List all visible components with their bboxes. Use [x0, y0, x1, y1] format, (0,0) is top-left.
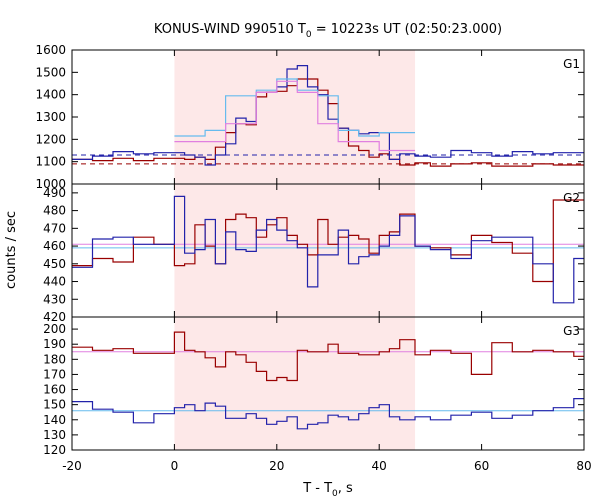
y-tick-label-2-170: 170: [43, 367, 66, 381]
y-tick-label-1-460: 460: [43, 239, 66, 253]
y-tick-label-0-1600: 1600: [35, 43, 66, 57]
series-g2-blue: [72, 195, 584, 304]
y-tick-label-2-130: 130: [43, 428, 66, 442]
y-tick-label-1-480: 480: [43, 204, 66, 218]
x-tick-label-20: 20: [269, 459, 284, 473]
panel-label-g3: G3: [563, 324, 580, 338]
panel-g2: 420 430 440 450 460 470 480 490 G2: [43, 183, 585, 324]
series-g3-blue: [72, 398, 584, 430]
y-tick-label-2-180: 180: [43, 352, 66, 366]
x-axis-label: T - T0, s: [302, 481, 353, 499]
y-tick-label-2-140: 140: [43, 413, 66, 427]
y-tick-label-1-430: 430: [43, 292, 66, 306]
y-tick-label-0-1300: 1300: [35, 110, 66, 124]
y-tick-label-1-470: 470: [43, 221, 66, 235]
y-tick-label-2-200: 200: [43, 322, 66, 336]
shaded-interval: [174, 50, 416, 450]
y-tick-label-0-1400: 1400: [35, 88, 66, 102]
chart-panels: 1000110012001300140015001600G14204304404…: [35, 43, 591, 473]
y-tick-label-2-120: 120: [43, 443, 66, 457]
x-tick-label--20: -20: [62, 459, 82, 473]
panel-label-g2: G2: [563, 191, 580, 205]
series-g1-blue: [72, 65, 584, 166]
y-tick-label-0-1100: 1100: [35, 155, 66, 169]
panel-frame-2: [71, 316, 585, 451]
x-tick-label-0: 0: [171, 459, 179, 473]
series-g1-pink: [174, 80, 415, 152]
y-tick-label-2-190: 190: [43, 337, 66, 351]
chart-title: KONUS-WIND 990510 T0 = 10223s UT (02:50:…: [154, 22, 502, 40]
series-g1-light-blue: [174, 78, 415, 137]
panel-label-g1: G1: [563, 57, 580, 71]
title-subscript: 0: [306, 30, 312, 40]
y-tick-label-2-160: 160: [43, 383, 66, 397]
y-tick-label-1-420: 420: [43, 310, 66, 324]
series-g3-dark-red: [72, 331, 584, 382]
xlabel-subscript: 0: [332, 489, 338, 499]
series-g1-dark-red: [72, 78, 584, 167]
y-tick-label-2-150: 150: [43, 398, 66, 412]
y-tick-label-0-1200: 1200: [35, 132, 66, 146]
y-tick-label-1-440: 440: [43, 275, 66, 289]
x-tick-label-60: 60: [474, 459, 489, 473]
y-axis-label: counts / sec: [4, 211, 19, 289]
x-tick-label-40: 40: [372, 459, 387, 473]
y-tick-label-0-1000: 1000: [35, 177, 66, 191]
y-tick-label-0-1500: 1500: [35, 65, 66, 79]
y-tick-label-1-450: 450: [43, 257, 66, 271]
x-tick-label-80: 80: [576, 459, 591, 473]
panel-g1: 1000 1100 1200 1300 1400 1500 1600 G1: [35, 43, 585, 191]
y-tick-label-1-490: 490: [43, 186, 66, 200]
